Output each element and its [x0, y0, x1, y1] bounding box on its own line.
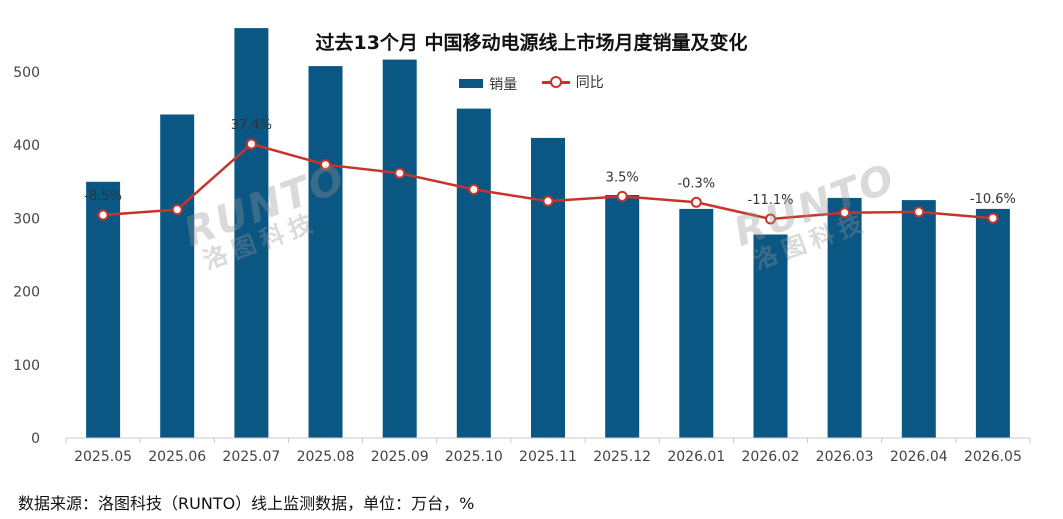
- x-tick-label: 2025.11: [519, 449, 577, 465]
- yoy-data-label: -8.5%: [84, 189, 122, 204]
- y-tick-label: 200: [13, 285, 40, 301]
- yoy-data-label: 3.5%: [606, 170, 639, 185]
- yoy-point-2026.04: [913, 206, 925, 218]
- y-tick-label: 300: [13, 211, 40, 227]
- line-series: -8.5% 37.4% 3.5% -0.3% -11.1% -10.6%: [84, 118, 1016, 225]
- yoy-point-2026.01: [690, 196, 702, 208]
- yoy-point-2025.07: [245, 138, 257, 150]
- x-tick-label: 2025.08: [297, 449, 355, 465]
- x-tick-label: 2025.05: [74, 449, 132, 465]
- bar-2026.03: [827, 197, 862, 438]
- y-tick-label: 400: [13, 138, 40, 154]
- yoy-data-label: -11.1%: [748, 193, 794, 208]
- x-tick-label: 2025.09: [371, 449, 429, 465]
- chart-title: 过去13个月 中国移动电源线上市场月度销量及变化: [315, 32, 748, 54]
- yoy-point-2026.03: [839, 207, 851, 219]
- bar-2025.10: [456, 108, 491, 438]
- legend-item-sales: 销量: [459, 74, 517, 94]
- bar-2026.02: [753, 234, 788, 438]
- bar-series: [86, 28, 1010, 439]
- bar-2025.09: [382, 59, 417, 438]
- yoy-data-label: -0.3%: [677, 176, 715, 191]
- yoy-point-2026.05: [987, 212, 999, 224]
- yoy-point-2025.10: [468, 184, 480, 195]
- bar-2026.01: [679, 208, 714, 438]
- bar-2025.12: [605, 195, 640, 438]
- bar-2025.07: [234, 28, 269, 438]
- y-axis: 0 100 200 300 400 500: [13, 65, 40, 447]
- legend-sales-label: 销量: [489, 76, 518, 93]
- legend-bar-swatch: [459, 79, 484, 88]
- bar-2026.05: [975, 208, 1010, 438]
- yoy-point-2025.06: [171, 204, 183, 216]
- yoy-point-2025.09: [394, 167, 406, 179]
- x-tick-label: 2025.06: [148, 449, 206, 465]
- bar-2025.06: [160, 114, 195, 438]
- y-tick-label: 500: [13, 65, 40, 81]
- legend-item-yoy: 同比: [541, 72, 604, 92]
- x-tick-label: 2025.07: [222, 449, 280, 465]
- y-tick-label: 100: [13, 358, 40, 374]
- x-tick-label: 2025.12: [593, 449, 651, 465]
- bar-2025.08: [308, 66, 343, 438]
- yoy-point-2025.08: [320, 159, 331, 171]
- legend-yoy-label: 同比: [575, 75, 604, 91]
- x-tick-label: 2026.05: [964, 449, 1022, 465]
- legend: 销量 同比: [0, 72, 1063, 94]
- bar-2026.04: [901, 200, 936, 438]
- x-tick-label: 2026.03: [816, 449, 874, 465]
- yoy-point-2025.05: [97, 209, 109, 221]
- x-tick-label: 2026.04: [890, 449, 948, 465]
- yoy-data-label: -10.6%: [970, 192, 1016, 207]
- yoy-point-2026.02: [765, 213, 776, 225]
- source-note: 数据来源：洛图科技（RUNTO）线上监测数据，单位：万台，%: [18, 494, 475, 513]
- x-axis: 2025.05 2025.06 2025.07 2025.08 2025.09 2025.…: [65, 437, 1031, 465]
- x-tick-label: 2026.02: [742, 449, 800, 465]
- x-tick-label: 2025.10: [445, 449, 503, 465]
- bar-2025.11: [531, 137, 565, 438]
- legend-line-swatch: [541, 76, 570, 88]
- yoy-point-2025.11: [542, 195, 554, 207]
- bar-2025.05: [86, 181, 121, 439]
- yoy-point-2025.12: [616, 190, 628, 202]
- yoy-data-label: 37.4%: [231, 118, 272, 133]
- x-tick-label: 2026.01: [667, 449, 725, 465]
- y-tick-label: 0: [31, 431, 40, 447]
